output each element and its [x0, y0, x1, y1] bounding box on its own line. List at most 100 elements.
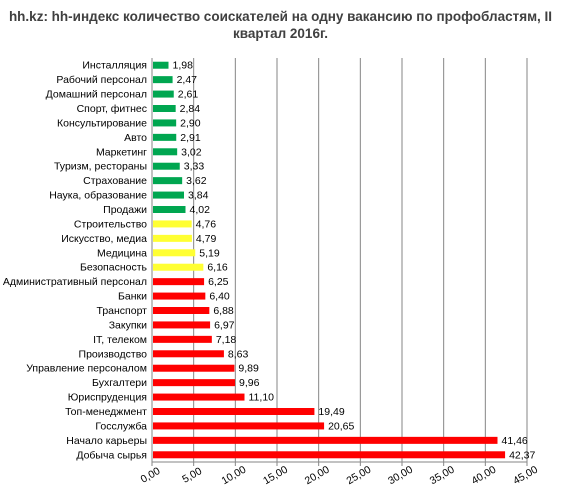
bar — [153, 105, 176, 112]
value-label: 3,84 — [188, 190, 209, 202]
value-label: 3,33 — [184, 161, 205, 173]
value-label: 2,61 — [178, 89, 199, 101]
category-label: Авто — [124, 132, 147, 144]
x-tick-label: 5,00 — [180, 465, 204, 486]
category-label: Топ-менеджмент — [65, 406, 147, 418]
value-label: 4,79 — [196, 233, 217, 245]
category-label: Искусство, медиа — [61, 233, 147, 245]
category-label: Страхование — [83, 175, 147, 187]
bar — [153, 379, 235, 387]
category-label: Начало карьеры — [66, 435, 147, 447]
value-label: 11,10 — [249, 392, 275, 404]
x-tick-label: 20,00 — [303, 464, 332, 488]
category-label: IT, телеком — [93, 334, 147, 346]
x-tick-label: 40,00 — [469, 464, 498, 488]
x-tick-label: 10,00 — [219, 464, 248, 488]
category-labels: Инсталляция Рабочий персонал Домашний перс… — [3, 60, 148, 462]
bar — [153, 177, 183, 185]
bar — [153, 408, 315, 415]
bar — [153, 220, 192, 228]
x-tick-label: 45,00 — [511, 464, 540, 488]
bar — [153, 364, 235, 372]
value-label: 2,90 — [180, 117, 201, 129]
category-label: Строительство — [74, 218, 147, 230]
bar — [153, 162, 180, 170]
category-label: Наука, образование — [49, 190, 147, 202]
category-label: Управление персоналом — [26, 363, 147, 375]
category-label: Юриспруденция — [68, 392, 147, 404]
value-labels: 1,98 2,47 2,61 2,84 2,90 2,91 3,02 3,33 3,62 3,84… — [173, 60, 536, 462]
value-label: 4,02 — [190, 204, 211, 216]
bar — [153, 350, 224, 358]
bar — [153, 307, 210, 314]
bar — [153, 393, 245, 401]
value-label: 4,76 — [196, 218, 217, 230]
value-label: 2,84 — [180, 103, 201, 115]
category-label: Производство — [79, 348, 148, 360]
bar — [153, 234, 192, 242]
bar — [153, 263, 204, 271]
value-label: 9,89 — [238, 363, 259, 375]
value-label: 3,02 — [181, 146, 202, 158]
value-label: 2,47 — [177, 74, 198, 86]
category-label: Продажи — [103, 204, 147, 216]
category-label: Добыча сырья — [76, 449, 147, 461]
value-label: 2,91 — [180, 132, 201, 144]
bar — [153, 249, 196, 257]
bar — [153, 148, 178, 156]
value-label: 8,63 — [228, 348, 249, 360]
bar — [153, 292, 206, 300]
bars — [153, 61, 506, 459]
category-label: Безопасность — [80, 262, 148, 274]
gridlines — [151, 58, 528, 462]
value-label: 6,25 — [208, 276, 229, 288]
category-label: Спорт, фитнес — [77, 103, 147, 115]
x-tick-label: 0,00 — [139, 465, 163, 486]
value-label: 3,62 — [186, 175, 207, 187]
x-tick-label: 35,00 — [428, 464, 457, 488]
category-label: Медицина — [97, 247, 147, 259]
value-label: 7,18 — [216, 334, 237, 346]
category-label: Домашний персонал — [46, 89, 147, 101]
value-label: 19,49 — [318, 406, 344, 418]
bar — [153, 191, 184, 199]
bar — [153, 422, 325, 430]
value-label: 9,96 — [239, 377, 260, 389]
category-label: Бухгалтери — [92, 377, 147, 389]
bar — [153, 61, 169, 69]
category-label: Закупки — [109, 319, 147, 331]
chart-title: hh.kz: hh-индекс количество соискателей … — [8, 9, 553, 41]
value-label: 6,97 — [214, 319, 235, 331]
value-label: 20,65 — [328, 420, 354, 432]
bar — [153, 451, 506, 459]
bar — [153, 133, 177, 141]
bar — [153, 119, 177, 127]
category-label: Рабочий персонал — [56, 74, 147, 86]
bar — [153, 90, 174, 98]
category-label: Административный персонал — [3, 276, 147, 288]
category-label: Банки — [118, 291, 147, 303]
x-tick-label: 25,00 — [344, 464, 373, 488]
category-label: Туризм, рестораны — [54, 161, 147, 173]
x-axis-ticks: 0,00 5,00 10,00 15,00 20,00 25,00 30,00 35,00 40… — [139, 461, 540, 488]
bar — [153, 76, 173, 84]
value-label: 41,46 — [502, 435, 528, 447]
category-label: Консультирование — [57, 117, 147, 129]
value-label: 1,98 — [173, 60, 194, 72]
category-label: Маркетинг — [96, 146, 147, 158]
value-label: 6,40 — [209, 291, 230, 303]
value-label: 42,37 — [509, 449, 535, 461]
value-label: 6,88 — [213, 305, 234, 317]
category-label: Инсталляция — [82, 60, 147, 72]
bar — [153, 321, 211, 329]
category-label: Госслужба — [95, 420, 147, 432]
bar — [153, 278, 205, 286]
category-label: Транспорт — [97, 305, 148, 317]
bar — [153, 335, 212, 343]
value-label: 6,16 — [207, 262, 228, 274]
value-label: 5,19 — [199, 247, 220, 259]
bar — [153, 206, 186, 213]
bar — [153, 436, 498, 444]
x-tick-label: 15,00 — [261, 464, 290, 488]
x-tick-label: 30,00 — [386, 464, 415, 488]
